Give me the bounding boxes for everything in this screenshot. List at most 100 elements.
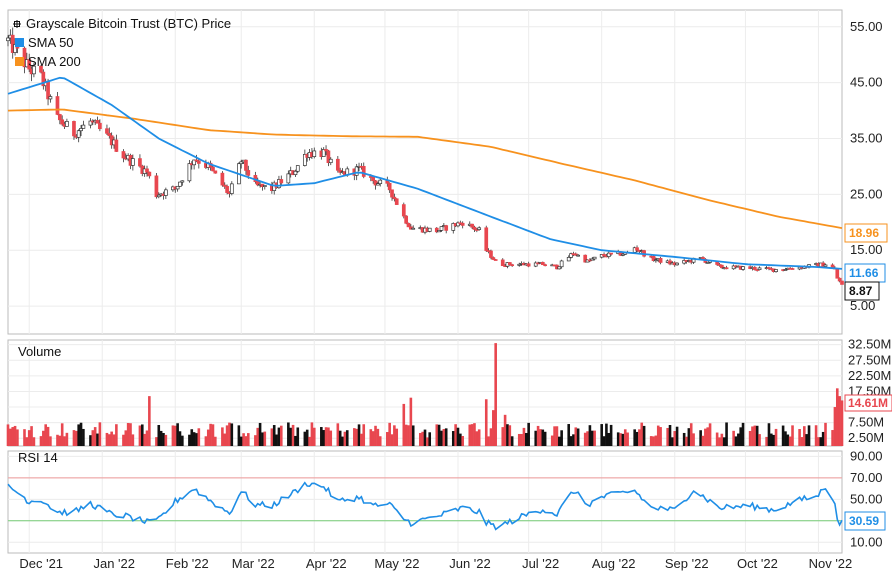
volume-bar xyxy=(244,436,248,446)
volume-bar xyxy=(602,436,606,446)
volume-bar xyxy=(16,429,19,446)
volume-bar xyxy=(411,425,415,446)
candle-down xyxy=(57,114,62,121)
volume-bar xyxy=(176,423,179,446)
price-tick-label: 15.00 xyxy=(850,242,883,257)
candle-up xyxy=(757,267,762,271)
candle-down xyxy=(840,280,844,285)
volume-badge-label: 14.61M xyxy=(848,396,888,410)
volume-title: Volume xyxy=(18,344,61,359)
candle-down xyxy=(493,259,498,261)
volume-bar xyxy=(357,424,361,446)
candle-up xyxy=(81,124,86,129)
candle-down xyxy=(651,256,656,261)
volume-bar xyxy=(270,428,274,446)
volume-bar xyxy=(338,430,342,446)
volume-bar xyxy=(720,433,724,446)
candle-up xyxy=(557,266,562,270)
volume-bar xyxy=(682,432,686,446)
candle-up xyxy=(705,261,710,264)
volume-bar xyxy=(807,425,811,446)
volume-bar xyxy=(277,427,281,446)
rsi-line xyxy=(7,481,843,531)
candle-down xyxy=(371,176,376,182)
candle-down xyxy=(114,139,119,152)
volume-bar xyxy=(800,437,804,446)
rsi-title: RSI 14 xyxy=(18,450,58,465)
candle-down xyxy=(121,151,126,159)
volume-bar xyxy=(58,435,62,446)
volume-bar xyxy=(689,423,693,446)
volume-bar xyxy=(550,435,554,446)
volume-bar xyxy=(751,426,754,446)
volume-bar xyxy=(173,425,177,446)
legend-sma200: SMA 200 xyxy=(28,54,81,69)
candle-up xyxy=(654,259,658,262)
volume-bar xyxy=(541,429,545,446)
volume-bar xyxy=(296,427,300,446)
volume-bar xyxy=(621,433,625,446)
candle-up xyxy=(559,260,564,268)
volume-bar xyxy=(390,434,394,446)
volume-bar xyxy=(475,431,479,446)
volume-bar xyxy=(656,425,660,446)
volume-bar xyxy=(440,430,443,446)
last-price-badge: 8.87 xyxy=(844,281,880,301)
chart-title: Grayscale Bitcoin Trust (BTC) Price xyxy=(26,16,231,31)
volume-tick-label: 22.50M xyxy=(848,368,891,383)
price-tick-label: 25.00 xyxy=(850,186,883,201)
candle-down xyxy=(154,175,159,198)
volume-bar xyxy=(487,436,490,446)
volume-bar xyxy=(814,425,818,446)
volume-bar xyxy=(63,436,66,446)
volume-bar xyxy=(435,424,439,446)
candle-down xyxy=(510,264,515,267)
volume-bar xyxy=(195,433,198,446)
volume-bar xyxy=(583,432,587,446)
candle-down xyxy=(10,34,15,53)
volume-bar xyxy=(668,425,672,446)
candle-down xyxy=(107,132,112,137)
volume-bar xyxy=(72,430,76,446)
candle-up xyxy=(88,120,93,126)
x-tick-label: Jul '22 xyxy=(522,556,559,571)
volume-bar xyxy=(138,425,142,446)
volume-bar xyxy=(44,424,47,446)
volume-bar xyxy=(239,436,243,446)
candle-up xyxy=(590,258,595,261)
volume-bar xyxy=(9,428,12,446)
candle-down xyxy=(213,170,218,174)
volume-bar xyxy=(341,436,344,446)
candle-up xyxy=(606,252,611,257)
volume-bar xyxy=(774,428,778,446)
volume-bar xyxy=(345,430,349,446)
candle-up xyxy=(427,227,432,232)
volume-bar xyxy=(206,429,210,446)
volume-bar xyxy=(421,431,424,446)
candle-down xyxy=(470,223,474,228)
candle-up xyxy=(76,130,81,138)
candle-down xyxy=(145,168,149,173)
candle-down xyxy=(225,186,229,193)
candle-up xyxy=(456,222,460,227)
volume-bar xyxy=(327,427,330,446)
volume-bar xyxy=(225,425,229,446)
candle-up xyxy=(439,226,444,231)
volume-bar xyxy=(320,427,323,446)
volume-bar xyxy=(574,427,578,446)
x-tick-label: Aug '22 xyxy=(592,556,636,571)
volume-bar xyxy=(211,424,215,446)
volume-bar xyxy=(388,422,391,446)
candle-down xyxy=(72,121,76,137)
volume-bar xyxy=(555,426,559,446)
candle-down xyxy=(255,181,260,186)
candle-up xyxy=(156,194,161,198)
volume-bar xyxy=(256,427,260,446)
candle-down xyxy=(540,261,545,266)
volume-bar xyxy=(143,433,146,446)
volume-bar xyxy=(640,422,644,446)
volume-bar xyxy=(275,434,278,446)
volume-bar xyxy=(635,431,639,446)
volume-bar xyxy=(294,435,297,446)
volume-bar xyxy=(329,430,333,446)
